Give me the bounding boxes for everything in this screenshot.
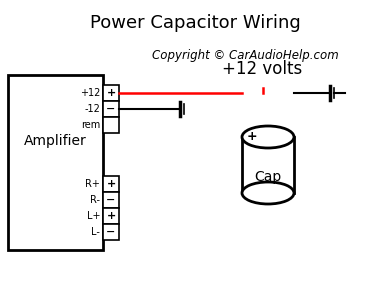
Bar: [103, 224, 119, 240]
Text: +: +: [106, 179, 115, 189]
Bar: [103, 101, 119, 117]
Text: L+: L+: [87, 211, 100, 221]
Text: +: +: [106, 88, 115, 98]
Bar: [103, 176, 119, 192]
Bar: [8, 75, 103, 250]
Bar: [103, 117, 119, 133]
Text: Power Capacitor Wiring: Power Capacitor Wiring: [90, 14, 300, 32]
Ellipse shape: [242, 182, 294, 204]
Text: R+: R+: [85, 179, 100, 189]
Text: −: −: [106, 195, 116, 205]
Bar: [103, 192, 119, 208]
Text: +: +: [106, 211, 115, 221]
Text: +12: +12: [80, 88, 100, 98]
Ellipse shape: [242, 126, 294, 148]
Bar: [103, 85, 119, 101]
Text: Copyright © CarAudioHelp.com: Copyright © CarAudioHelp.com: [152, 48, 339, 62]
Text: rem: rem: [81, 120, 100, 130]
Text: +12 volts: +12 volts: [222, 60, 302, 78]
Text: L-: L-: [91, 227, 100, 237]
Text: Cap: Cap: [254, 170, 282, 184]
Text: −: −: [106, 104, 116, 114]
Text: −: −: [106, 227, 116, 237]
Bar: [103, 208, 119, 224]
Text: R-: R-: [90, 195, 100, 205]
Text: Amplifier: Amplifier: [24, 135, 87, 149]
Text: -12: -12: [84, 104, 100, 114]
Text: +: +: [247, 130, 257, 144]
